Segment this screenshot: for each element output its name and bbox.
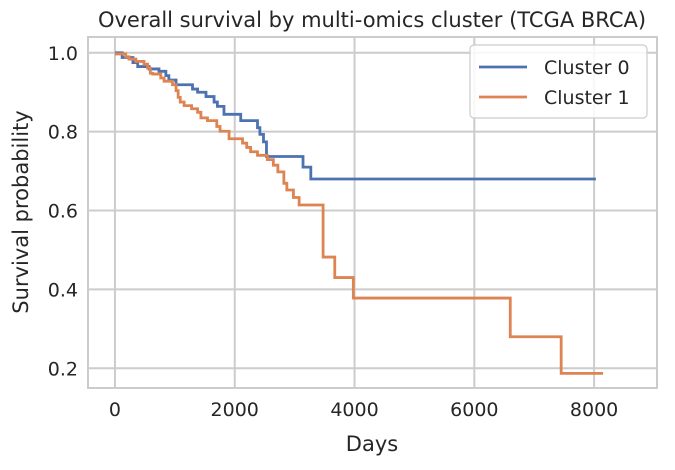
y-tick-label: 0.6 [48, 201, 78, 223]
y-tick-label: 1.0 [48, 43, 78, 65]
x-tick-label: 6000 [450, 399, 498, 421]
chart-title: Overall survival by multi-omics cluster … [98, 8, 646, 32]
x-axis-label: Days [346, 432, 398, 456]
x-tick-label: 0 [109, 399, 121, 421]
plot-frame [87, 36, 658, 389]
y-tick-label: 0.8 [48, 122, 78, 144]
y-tick-label: 0.2 [48, 358, 78, 380]
x-tick-label: 8000 [570, 399, 618, 421]
y-tick-label: 0.4 [48, 279, 78, 301]
legend-label: Cluster 0 [544, 57, 630, 79]
legend-label: Cluster 1 [544, 87, 630, 109]
y-axis-label: Survival probability [9, 110, 33, 313]
legend-box [469, 44, 648, 119]
legend: Cluster 0 Cluster 1 [469, 44, 648, 119]
x-tick-label: 4000 [330, 399, 378, 421]
x-tick-label: 2000 [211, 399, 259, 421]
survival-curve-cluster-1 [114, 52, 604, 375]
